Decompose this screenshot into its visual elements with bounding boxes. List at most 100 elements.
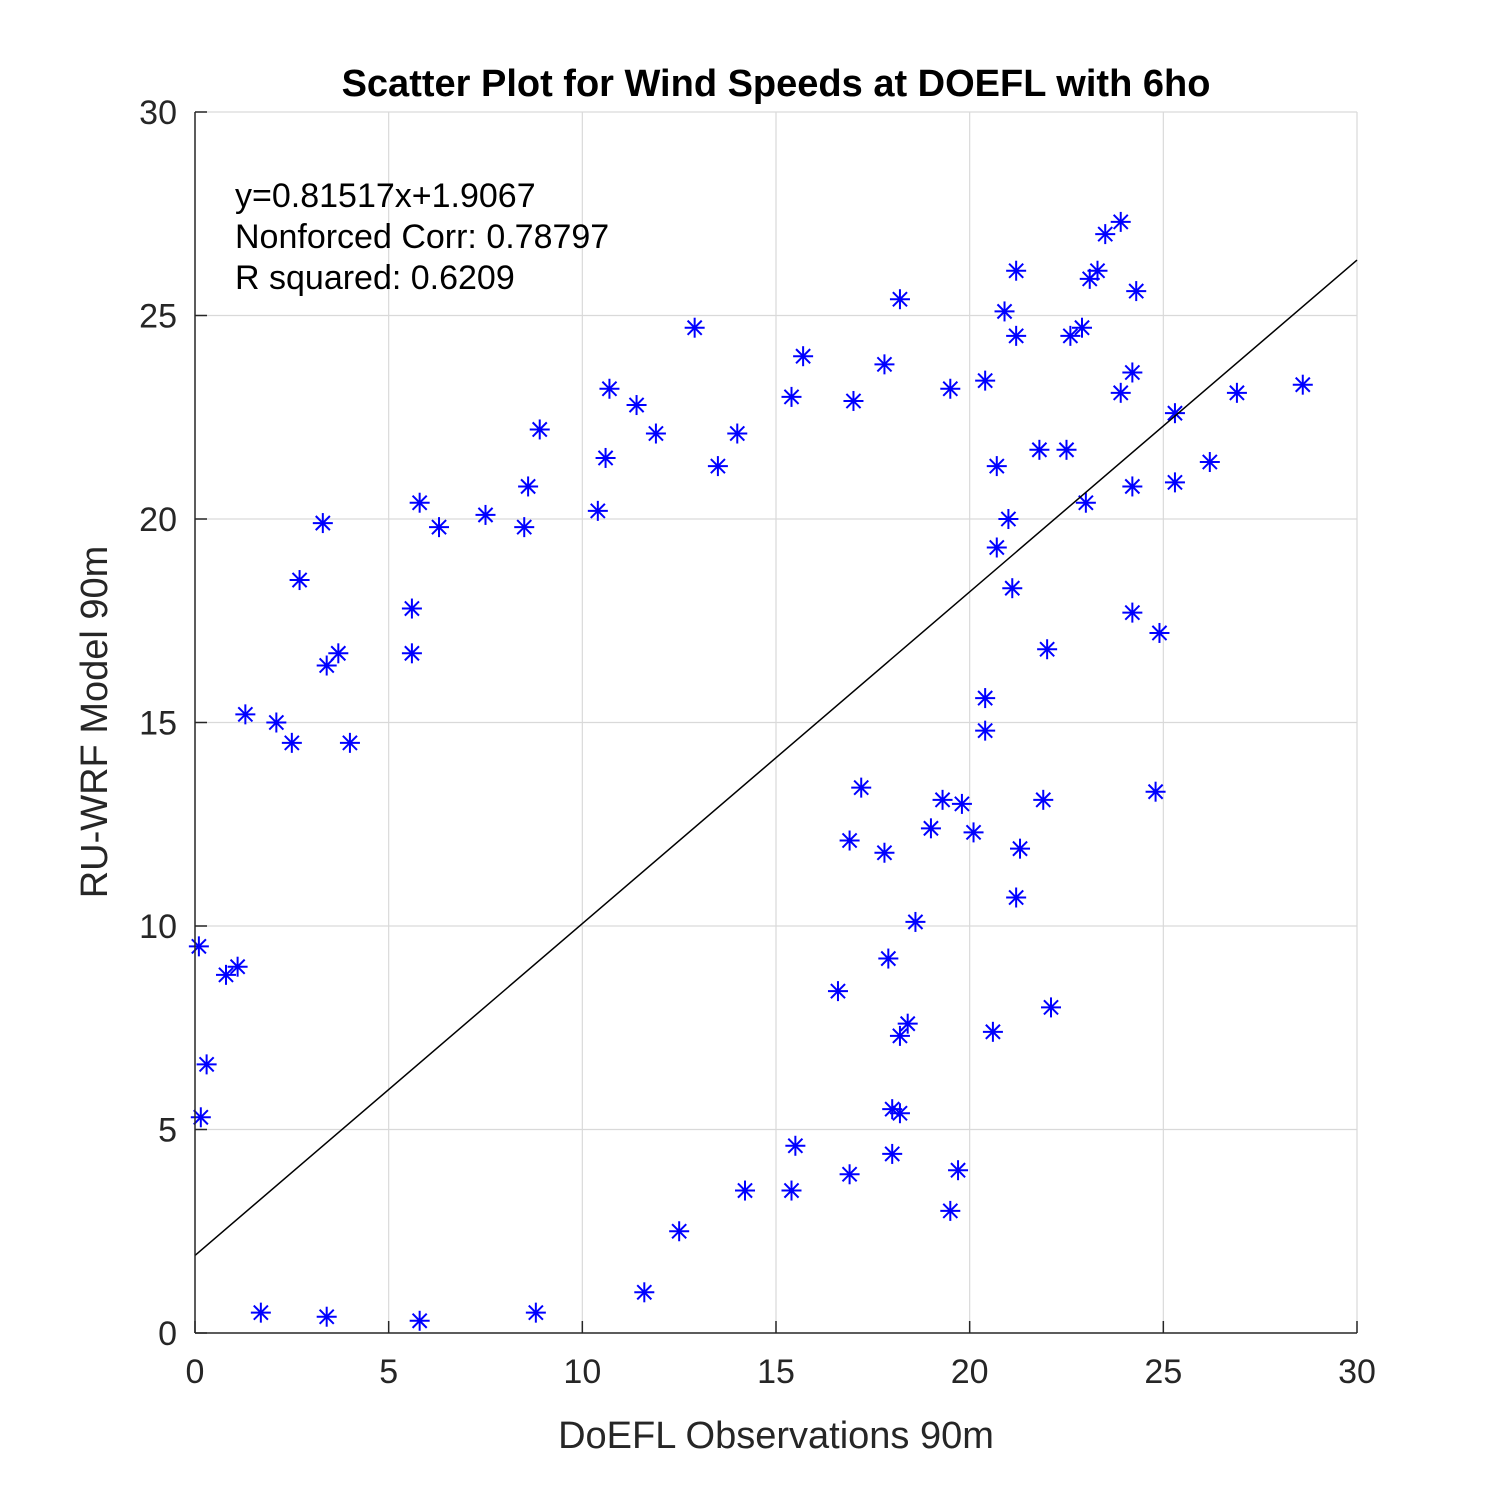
data-point bbox=[843, 390, 864, 411]
data-point bbox=[227, 956, 248, 977]
x-tick-label: 15 bbox=[757, 1353, 795, 1391]
data-point bbox=[281, 732, 302, 753]
data-point bbox=[401, 598, 422, 619]
x-tick-label: 0 bbox=[186, 1353, 205, 1391]
data-point bbox=[1071, 317, 1092, 338]
data-point bbox=[851, 777, 872, 798]
x-tick-label: 25 bbox=[1144, 1353, 1182, 1391]
data-point bbox=[1029, 439, 1050, 460]
annotation-line: y=0.81517x+1.9067 bbox=[235, 177, 536, 215]
data-point bbox=[1126, 281, 1147, 302]
data-point bbox=[1095, 224, 1116, 245]
x-tick-label: 30 bbox=[1338, 1353, 1376, 1391]
data-point bbox=[316, 1306, 337, 1327]
data-point bbox=[339, 732, 360, 753]
data-point bbox=[1292, 374, 1313, 395]
y-tick-label: 30 bbox=[139, 94, 177, 132]
data-point bbox=[793, 346, 814, 367]
y-tick-label: 10 bbox=[139, 908, 177, 946]
data-point bbox=[1006, 260, 1027, 281]
data-points bbox=[188, 211, 1313, 1331]
data-point bbox=[889, 289, 910, 310]
data-point bbox=[986, 537, 1007, 558]
data-point bbox=[707, 456, 728, 477]
data-point bbox=[599, 378, 620, 399]
data-point bbox=[889, 1025, 910, 1046]
data-point bbox=[975, 688, 996, 709]
x-tick-label: 10 bbox=[563, 1353, 601, 1391]
data-point bbox=[940, 378, 961, 399]
data-point bbox=[190, 1107, 211, 1128]
data-point bbox=[669, 1221, 690, 1242]
y-axis-label: RU-WRF Model 90m bbox=[74, 546, 116, 899]
data-point bbox=[1060, 325, 1081, 346]
data-point bbox=[1145, 781, 1166, 802]
data-point bbox=[645, 423, 666, 444]
data-point bbox=[951, 793, 972, 814]
data-point bbox=[827, 981, 848, 1002]
data-point bbox=[781, 1180, 802, 1201]
data-point bbox=[940, 1200, 961, 1221]
data-point bbox=[250, 1302, 271, 1323]
data-point bbox=[889, 1103, 910, 1124]
data-point bbox=[905, 911, 926, 932]
data-point bbox=[595, 447, 616, 468]
data-point bbox=[409, 492, 430, 513]
data-point bbox=[1164, 472, 1185, 493]
data-point bbox=[626, 395, 647, 416]
data-point bbox=[986, 456, 1007, 477]
data-point bbox=[514, 517, 535, 538]
x-tick-label: 20 bbox=[951, 1353, 989, 1391]
data-point bbox=[839, 1164, 860, 1185]
annotation-line: R squared: 0.6209 bbox=[235, 259, 515, 297]
data-point bbox=[975, 370, 996, 391]
data-point bbox=[587, 500, 608, 521]
y-tick-label: 15 bbox=[139, 705, 177, 743]
data-point bbox=[982, 1021, 1003, 1042]
data-point bbox=[994, 301, 1015, 322]
y-tick-label: 20 bbox=[139, 501, 177, 539]
data-point bbox=[1122, 476, 1143, 497]
data-point bbox=[1226, 382, 1247, 403]
data-point bbox=[781, 386, 802, 407]
data-point bbox=[897, 1013, 918, 1034]
y-tick-label: 25 bbox=[139, 298, 177, 336]
data-point bbox=[839, 830, 860, 851]
regression-line bbox=[194, 259, 1358, 1256]
data-point bbox=[874, 842, 895, 863]
data-point bbox=[874, 354, 895, 375]
data-point bbox=[1010, 838, 1031, 859]
data-point bbox=[1164, 403, 1185, 424]
data-point bbox=[312, 513, 333, 534]
data-point bbox=[188, 936, 209, 957]
data-point bbox=[518, 476, 539, 497]
y-tick-label: 5 bbox=[158, 1112, 177, 1150]
data-point bbox=[1033, 789, 1054, 810]
data-point bbox=[1037, 639, 1058, 660]
data-point bbox=[932, 789, 953, 810]
data-point bbox=[1122, 362, 1143, 383]
data-point bbox=[1110, 382, 1131, 403]
data-point bbox=[316, 655, 337, 676]
data-point bbox=[266, 712, 287, 733]
chart-title: Scatter Plot for Wind Speeds at DOEFL wi… bbox=[342, 63, 1211, 105]
data-point bbox=[1149, 622, 1170, 643]
data-point bbox=[785, 1135, 806, 1156]
data-point bbox=[289, 570, 310, 591]
x-tick-label: 5 bbox=[379, 1353, 398, 1391]
data-point bbox=[1199, 452, 1220, 473]
data-point bbox=[525, 1302, 546, 1323]
data-point bbox=[882, 1143, 903, 1164]
data-point bbox=[401, 643, 422, 664]
data-point bbox=[727, 423, 748, 444]
data-point bbox=[735, 1180, 756, 1201]
data-point bbox=[963, 822, 984, 843]
data-point bbox=[1006, 325, 1027, 346]
y-tick-label: 0 bbox=[158, 1315, 177, 1353]
data-point bbox=[878, 948, 899, 969]
data-point bbox=[529, 419, 550, 440]
data-point bbox=[920, 818, 941, 839]
data-point bbox=[1002, 578, 1023, 599]
data-point bbox=[1087, 260, 1108, 281]
